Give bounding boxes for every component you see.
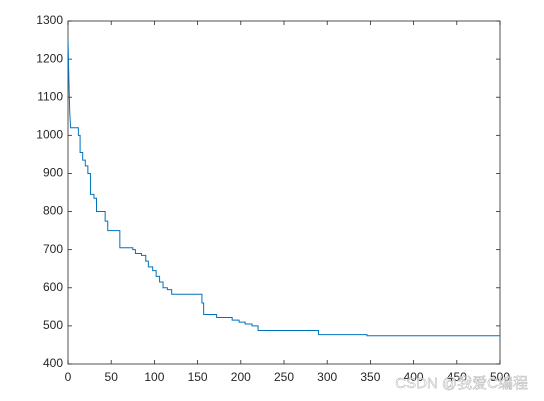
- x-tick-label: 300: [317, 370, 337, 384]
- y-tick-label: 700: [43, 242, 63, 256]
- watermark: CSDN @我爱C编程: [395, 375, 528, 392]
- y-tick-label: 1000: [36, 128, 63, 142]
- x-tick-label: 50: [105, 370, 119, 384]
- x-tick-label: 350: [360, 370, 380, 384]
- data-line: [67, 40, 500, 337]
- x-tick-label: 250: [274, 370, 294, 384]
- y-tick-label: 900: [43, 166, 63, 180]
- y-tick-label: 1100: [37, 89, 63, 103]
- y-tick-label: 1200: [36, 51, 63, 65]
- x-tick-label: 150: [188, 370, 208, 384]
- y-tick-label: 1300: [36, 13, 63, 27]
- x-tick-label: 100: [144, 370, 164, 384]
- y-tick-label: 400: [43, 356, 63, 370]
- x-tick-label: 0: [65, 370, 72, 384]
- x-tick-label: 500: [490, 370, 510, 384]
- plot-area: [67, 20, 501, 365]
- y-tick-label: 600: [43, 280, 63, 294]
- x-tick-label: 450: [447, 370, 467, 384]
- y-tick-label: 800: [43, 204, 63, 218]
- x-tick-label: 200: [231, 370, 251, 384]
- y-tick-label: 500: [43, 318, 63, 332]
- x-tick-label: 400: [404, 370, 424, 384]
